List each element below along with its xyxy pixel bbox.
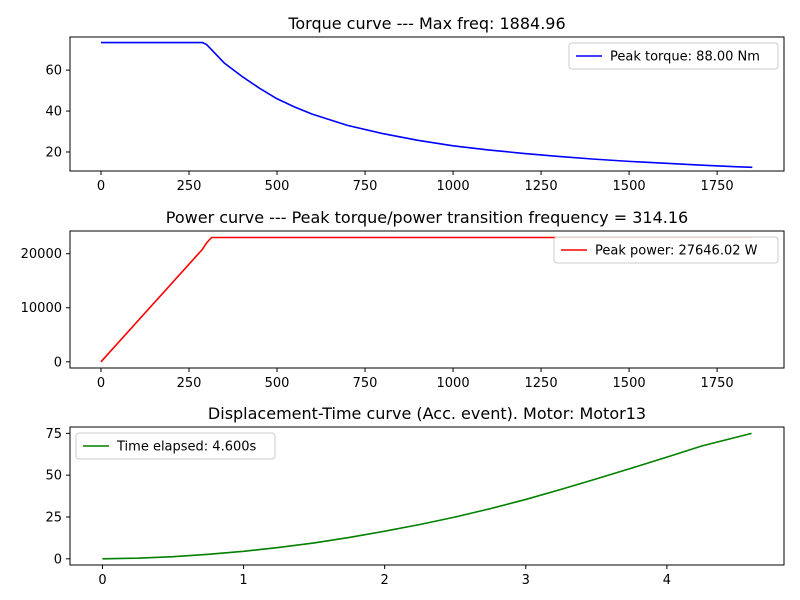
legend: Peak power: 27646.02 W [553, 236, 779, 264]
x-tick-label: 3 [522, 573, 530, 588]
axes-frame [69, 230, 785, 369]
x-tick-label: 1250 [525, 376, 558, 391]
legend-box [553, 236, 779, 264]
x-tick-label: 250 [177, 376, 202, 391]
x-tick-label: 500 [265, 179, 290, 194]
x-tick-label: 1500 [613, 179, 646, 194]
y-tick-label: 50 [45, 469, 62, 484]
x-tick-label: 1750 [701, 376, 734, 391]
y-tick-label: 75 [45, 427, 62, 442]
chart-title: Torque curve --- Max freq: 1884.96 [287, 14, 565, 33]
subplot-2: Power curve --- Peak torque/power transi… [21, 208, 785, 391]
legend-label: Time elapsed: 4.600s [116, 440, 257, 455]
axes-frame [69, 36, 785, 172]
x-tick-label: 750 [353, 179, 378, 194]
x-tick-label: 1750 [701, 179, 734, 194]
x-tick-label: 1000 [437, 179, 470, 194]
x-tick-label: 250 [177, 179, 202, 194]
y-tick-label: 10000 [21, 301, 62, 316]
chart-title: Displacement-Time curve (Acc. event). Mo… [208, 404, 646, 423]
legend-label: Peak torque: 88.00 Nm [610, 50, 760, 65]
x-tick-label: 0 [97, 376, 105, 391]
x-tick-label: 2 [381, 573, 389, 588]
y-tick-label: 0 [54, 355, 62, 370]
x-tick-label: 1000 [437, 376, 470, 391]
x-tick-label: 0 [98, 573, 106, 588]
subplot-1: Torque curve --- Max freq: 1884.96 0 250 50… [45, 14, 785, 194]
series-line-1 [102, 432, 752, 560]
x-tick-label: 1500 [613, 376, 646, 391]
y-tick-label: 25 [45, 510, 62, 525]
y-tick-label: 60 [45, 64, 62, 79]
x-tick-label: 1 [239, 573, 247, 588]
series-line-1 [100, 41, 753, 169]
x-tick-label: 750 [353, 376, 378, 391]
legend: Peak torque: 88.00 Nm [568, 42, 779, 70]
y-tick-label: 20 [45, 145, 62, 160]
y-tick-label: 20000 [21, 247, 62, 262]
legend-box [75, 432, 276, 460]
legend-box [568, 42, 779, 70]
subplot-3: Displacement-Time curve (Acc. event). Mo… [45, 404, 785, 588]
chart-title: Power curve --- Peak torque/power transi… [166, 208, 688, 227]
axes-frame [69, 426, 785, 566]
x-tick-label: 0 [97, 179, 105, 194]
x-tick-label: 4 [663, 573, 671, 588]
x-tick-label: 1250 [525, 179, 558, 194]
y-tick-label: 0 [54, 552, 62, 567]
legend: Time elapsed: 4.600s [75, 432, 276, 460]
legend-label: Peak power: 27646.02 W [595, 244, 758, 259]
y-tick-label: 40 [45, 105, 62, 120]
x-tick-label: 500 [265, 376, 290, 391]
